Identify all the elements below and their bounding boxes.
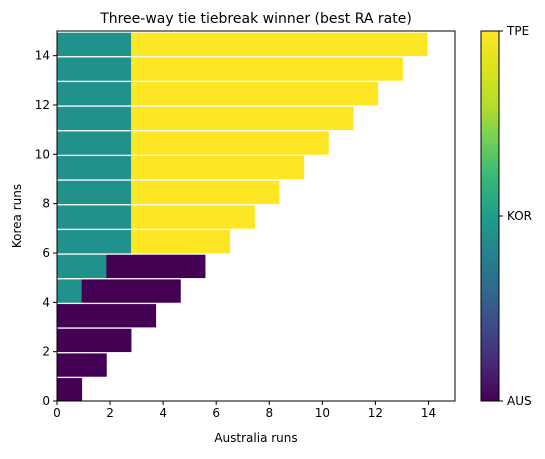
heatmap-cell-aus: [81, 279, 181, 303]
heatmap-cell-kor: [57, 156, 132, 180]
x-tick-label: 10: [315, 406, 330, 420]
heatmap-cell-tpe: [131, 57, 403, 81]
heatmap-cell-tpe: [131, 82, 379, 106]
heatmap-cell-aus: [57, 353, 107, 377]
heatmap-cell-kor: [57, 230, 132, 254]
y-tick-label: 8: [42, 197, 50, 211]
colorbar-ticks: AUS KOR TPE: [499, 24, 532, 408]
y-tick-label: 10: [35, 147, 50, 161]
x-tick-label: 0: [53, 406, 61, 420]
x-tick-label: 8: [265, 406, 273, 420]
y-tick-label: 0: [42, 394, 50, 408]
chart-title: Three-way tie tiebreak winner (best RA r…: [99, 11, 412, 27]
heatmap-cell-tpe: [131, 205, 255, 229]
heatmap-cell-aus: [57, 378, 83, 402]
x-axis-label: Australia runs: [214, 431, 297, 445]
colorbar-tick-label-tpe: TPE: [506, 24, 529, 38]
y-tick-label: 4: [42, 295, 50, 309]
y-tick-label: 14: [35, 49, 50, 63]
heatmap-cell-kor: [57, 131, 132, 155]
heatmap-cell-kor: [57, 205, 132, 229]
colorbar: [480, 30, 500, 402]
heatmap-cell-kor: [57, 180, 132, 205]
heatmap-cell-kor: [57, 82, 132, 106]
y-axis-label: Korea runs: [10, 184, 24, 248]
heatmap-cell-tpe: [131, 230, 231, 254]
heatmap-cell-kor: [57, 32, 132, 57]
colorbar-tick-label-kor: KOR: [507, 209, 532, 223]
colorbar-tick-label-aus: AUS: [507, 394, 532, 408]
x-tick-label: 4: [159, 406, 167, 420]
heatmap-cell-tpe: [131, 156, 305, 180]
plot-frame: [56, 30, 456, 402]
heatmap-cells: [57, 32, 428, 402]
heatmap-cell-tpe: [131, 106, 354, 131]
x-tick-label: 2: [106, 406, 114, 420]
heatmap-cell-kor: [57, 254, 107, 279]
heatmap-cell-kor: [57, 106, 132, 131]
y-axis-ticks: 0 2 4 6 8 10 12 14: [35, 49, 57, 408]
heatmap-cell-tpe: [131, 32, 428, 57]
x-tick-label: 6: [212, 406, 220, 420]
heatmap-cell-tpe: [131, 131, 329, 155]
x-axis-ticks: 0 2 4 6 8 10 12 14: [53, 401, 436, 420]
y-tick-label: 6: [42, 246, 50, 260]
heatmap-cell-aus: [57, 328, 132, 353]
y-tick-label: 2: [42, 345, 50, 359]
heatmap-cell-aus: [106, 254, 206, 279]
x-tick-label: 14: [421, 406, 436, 420]
heatmap-cell-aus: [57, 304, 157, 328]
x-tick-label: 12: [368, 406, 383, 420]
heatmap-cell-tpe: [131, 180, 280, 205]
heatmap-cell-kor: [57, 57, 132, 81]
y-tick-label: 12: [35, 98, 50, 112]
heatmap-cell-kor: [57, 279, 83, 303]
